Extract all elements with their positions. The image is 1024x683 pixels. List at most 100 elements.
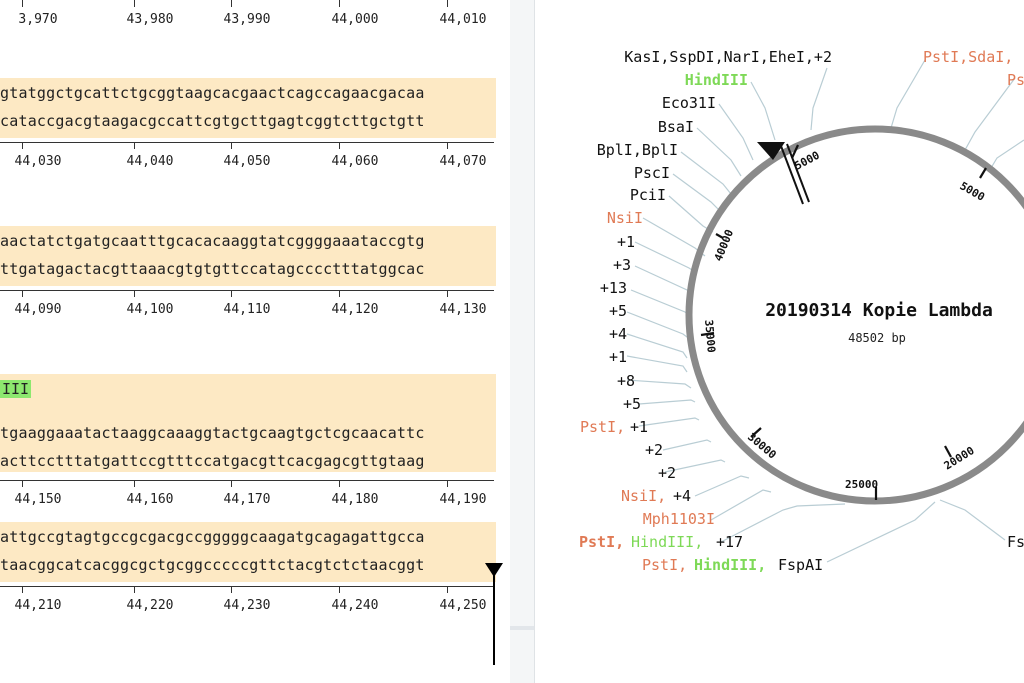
bottom-strand-sequence[interactable]: ttgatagactacgttaaacgtgtgttccatagccccttta… (0, 260, 425, 278)
enzyme-label[interactable]: +13 (600, 279, 627, 297)
ruler-tick (447, 586, 448, 593)
ruler-tick (22, 586, 23, 593)
svg-text:FspAI: FspAI (778, 556, 823, 574)
svg-text:5000: 5000 (792, 149, 822, 173)
ruler-tick (339, 480, 340, 487)
svg-text:25000: 25000 (845, 478, 878, 491)
enzyme-label-pst-hind-17[interactable]: PstI, HindIII, +17 (579, 533, 743, 551)
ruler-tick (231, 142, 232, 149)
ruler-label: 44,190 (439, 492, 487, 507)
ruler-tick (339, 290, 340, 297)
enzyme-label[interactable]: Eco31I (662, 94, 716, 112)
sequence-band[interactable] (0, 78, 496, 138)
cursor-marker-icon[interactable] (485, 563, 503, 577)
ruler-label: 44,180 (331, 492, 379, 507)
ruler-label: 44,050 (223, 154, 271, 169)
svg-text:+4: +4 (673, 487, 691, 505)
enzyme-label[interactable]: +8 (617, 372, 635, 390)
enzyme-label-hindiii[interactable]: HindIII (685, 71, 748, 89)
ruler-label: 44,160 (126, 492, 174, 507)
svg-text:HindIII,: HindIII, (694, 556, 766, 574)
enzyme-label[interactable]: +2 (658, 464, 676, 482)
enzyme-label[interactable]: PciI (630, 186, 666, 204)
ruler-label: 44,250 (439, 598, 487, 613)
sequence-band[interactable] (0, 374, 496, 472)
svg-text:5000: 5000 (958, 179, 987, 204)
ruler-label: 44,040 (126, 154, 174, 169)
enzyme-label-fs[interactable]: Fs (1007, 533, 1024, 551)
ruler-label: 43,980 (126, 12, 174, 27)
enzyme-label-ps[interactable]: Ps (1007, 71, 1024, 89)
ruler-label: 44,210 (14, 598, 62, 613)
plasmid-ring[interactable] (685, 125, 1024, 505)
ruler-tick (447, 480, 448, 487)
top-strand-sequence[interactable]: gtatggctgcattctgcggtaagcacgaactcagccagaa… (0, 84, 425, 102)
svg-text:HindIII,: HindIII, (631, 533, 703, 551)
enzyme-label[interactable]: +4 (609, 325, 627, 343)
ruler-tick (22, 480, 23, 487)
ruler-label: 44,130 (439, 302, 487, 317)
enzyme-label-pst-sda[interactable]: PstI,SdaI, (923, 48, 1013, 66)
cursor-line[interactable] (493, 570, 495, 665)
map-title: 20190314 Kopie Lambda (765, 300, 993, 321)
ruler-tick (231, 290, 232, 297)
enzyme-label-nsii[interactable]: NsiI (607, 209, 643, 227)
feature-label-hindiii[interactable]: III (0, 380, 32, 398)
ruler-tick (447, 142, 448, 149)
plasmid-map-pane[interactable]: 5000 5000 40000 35000 30000 25000 20000 … (535, 0, 1024, 683)
enzyme-label-pst-plus1[interactable]: PstI, +1 (580, 418, 648, 436)
svg-text:PstI,: PstI, (642, 556, 687, 574)
ruler-tick (134, 586, 135, 593)
enzyme-label[interactable]: +5 (609, 302, 627, 320)
bottom-strand-sequence[interactable]: taacggcatcacggcgctgcggcccccgttctacgtctct… (0, 556, 425, 574)
enzyme-label-mph1103i[interactable]: Mph1103I (643, 510, 715, 528)
splitter-grip[interactable] (510, 626, 534, 630)
enzyme-label-pst-hind-fsp[interactable]: PstI, HindIII, FspAI (642, 556, 823, 574)
enzyme-label[interactable]: +5 (623, 395, 641, 413)
enzyme-label-nsi-plus4[interactable]: NsiI, +4 (621, 487, 691, 505)
ruler-tick (22, 290, 23, 297)
enzyme-label[interactable]: BsaI (658, 118, 694, 136)
svg-text:+17: +17 (716, 533, 743, 551)
enzyme-label[interactable]: +1 (617, 233, 635, 251)
plasmid-map[interactable]: 5000 5000 40000 35000 30000 25000 20000 … (535, 0, 1024, 683)
enzyme-label[interactable]: PscI (634, 164, 670, 182)
bottom-strand-sequence[interactable]: cataccgacgtaagacgccattcgtgcttgagtcggtctt… (0, 112, 425, 130)
bottom-strand-sequence[interactable]: acttcctttatgattccgtttccatgacgttcacgagcgt… (0, 452, 425, 470)
ruler-tick (134, 142, 135, 149)
ruler-label: 44,090 (14, 302, 62, 317)
svg-text:NsiI,: NsiI, (621, 487, 666, 505)
ruler-label: 44,170 (223, 492, 271, 507)
ruler-label: 44,240 (331, 598, 379, 613)
ruler-tick (339, 586, 340, 593)
position-ruler: 3,970 43,980 43,990 44,000 44,010 (0, 0, 494, 40)
enzyme-label[interactable]: BplI,BplI (597, 141, 678, 159)
svg-text:PstI,: PstI, (579, 533, 624, 551)
enzyme-labels-right: PstI,SdaI, Ps Fs (923, 48, 1024, 551)
top-strand-sequence[interactable]: tgaaggaaatactaaggcaaaggtactgcaagtgctcgca… (0, 424, 425, 442)
pane-splitter[interactable] (510, 0, 535, 683)
ruler-tick (447, 290, 448, 297)
top-strand-sequence[interactable]: attgccgtagtgccgcgacgccgggggcaagatgcagaga… (0, 528, 425, 546)
sequence-band[interactable] (0, 522, 496, 582)
position-ruler: 44,030 44,040 44,050 44,060 44,070 (0, 142, 494, 182)
top-strand-sequence[interactable]: aactatctgatgcaatttgcacacaaggtatcggggaaat… (0, 232, 425, 250)
ruler-label: 44,120 (331, 302, 379, 317)
position-ruler: 44,090 44,100 44,110 44,120 44,130 (0, 290, 494, 330)
ruler-label: 44,110 (223, 302, 271, 317)
ruler-label: 3,970 (18, 12, 58, 27)
ruler-tick (22, 142, 23, 149)
enzyme-label[interactable]: +3 (613, 256, 631, 274)
sequence-pane[interactable]: 3,970 43,980 43,990 44,000 44,010 gtatggctgca… (0, 0, 510, 683)
sequence-band[interactable] (0, 226, 496, 286)
enzyme-label[interactable]: +2 (645, 441, 663, 459)
cursor-marker-icon[interactable] (757, 142, 785, 160)
enzyme-label[interactable]: KasI,SspDI,NarI,EheI,+2 (624, 48, 832, 66)
ruler-label: 44,220 (126, 598, 174, 613)
ruler-tick (134, 290, 135, 297)
svg-text:+1: +1 (630, 418, 648, 436)
ruler-tick (134, 0, 135, 7)
ring-ticks (700, 144, 987, 500)
position-ruler: 44,210 44,220 44,230 44,240 44,250 (0, 586, 494, 626)
enzyme-label[interactable]: +1 (609, 348, 627, 366)
